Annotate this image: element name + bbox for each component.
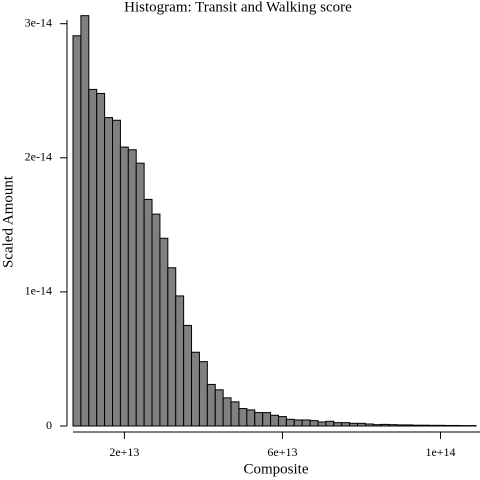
bar xyxy=(246,409,256,427)
bar xyxy=(388,424,398,427)
bar xyxy=(364,423,374,427)
bar xyxy=(135,162,145,427)
bar xyxy=(96,92,106,427)
bar xyxy=(127,149,137,427)
bar xyxy=(230,401,240,427)
bar xyxy=(380,423,390,427)
bar xyxy=(183,324,193,427)
bar xyxy=(317,421,327,427)
bar xyxy=(254,412,264,427)
y-tick-label: 3e-14 xyxy=(25,15,52,29)
bar xyxy=(404,424,414,427)
x-axis-label: Composite xyxy=(243,461,308,477)
bar xyxy=(112,119,121,427)
bar xyxy=(349,422,359,427)
bar xyxy=(293,419,303,427)
bar xyxy=(143,198,153,427)
bar xyxy=(119,146,129,427)
bar xyxy=(325,420,335,427)
x-tick-label: 1e+14 xyxy=(425,445,455,459)
bar xyxy=(443,424,453,427)
bar xyxy=(167,267,177,427)
bar xyxy=(451,424,461,427)
y-tick-label: 0 xyxy=(46,418,52,432)
bar xyxy=(222,397,232,427)
bar xyxy=(285,418,295,427)
bar xyxy=(436,424,445,427)
bar xyxy=(341,422,351,427)
bar xyxy=(428,424,438,427)
bar xyxy=(72,35,82,427)
bar xyxy=(238,408,248,427)
x-tick-label: 2e+13 xyxy=(109,445,139,459)
y-tick-label: 1e-14 xyxy=(25,284,52,298)
bar xyxy=(88,88,98,427)
bar xyxy=(333,422,343,427)
bar xyxy=(159,237,169,427)
y-tick-label: 2e-14 xyxy=(25,150,52,164)
bar xyxy=(262,412,272,427)
bar xyxy=(206,383,216,427)
bar xyxy=(175,295,185,427)
bar xyxy=(396,424,406,427)
bar xyxy=(357,422,366,427)
bar xyxy=(198,361,208,427)
bar xyxy=(191,351,200,427)
bar xyxy=(372,424,382,427)
bar xyxy=(104,117,114,427)
bar xyxy=(80,15,90,427)
bar xyxy=(151,213,161,427)
chart-title: Histogram: Transit and Walking score xyxy=(124,0,352,15)
bar xyxy=(270,414,279,427)
bar xyxy=(277,416,287,427)
bar xyxy=(301,419,311,427)
bar xyxy=(412,424,422,427)
x-tick-label: 6e+13 xyxy=(267,445,297,459)
bar xyxy=(420,424,430,427)
bar xyxy=(309,420,319,427)
y-axis-label: Scaled Amount xyxy=(0,175,16,268)
bar xyxy=(214,389,224,427)
